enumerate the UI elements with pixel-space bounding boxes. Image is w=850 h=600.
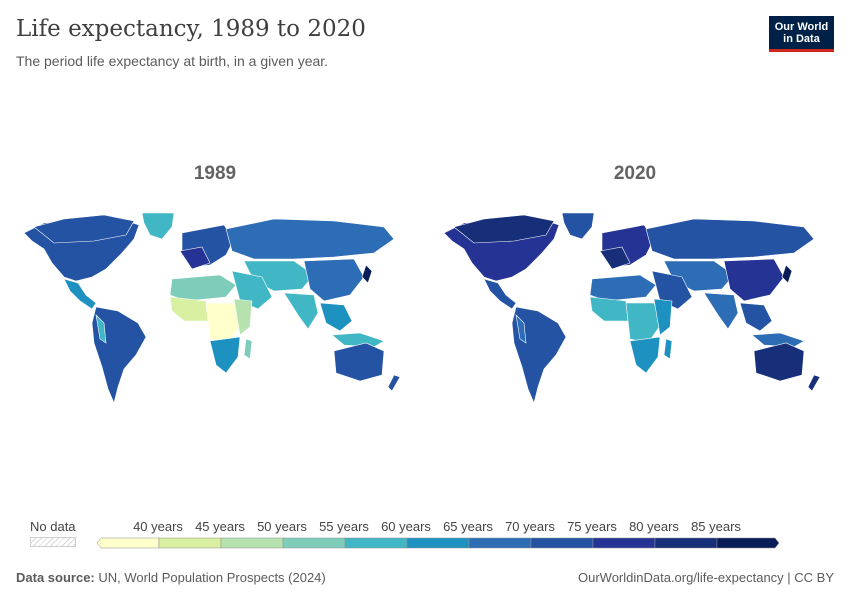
- logo-line-1: Our World: [774, 21, 829, 33]
- region-madagascar: [243, 338, 253, 360]
- region-south-asia: [703, 292, 739, 330]
- region-southern-africa: [209, 336, 241, 374]
- region-indonesia: [331, 332, 385, 348]
- legend-tick-label: 65 years: [443, 519, 493, 534]
- legend-swatch[interactable]: [530, 537, 594, 549]
- legend-swatch[interactable]: [344, 537, 408, 549]
- legend-tick-label: 85 years: [691, 519, 741, 534]
- region-russia: [645, 218, 815, 260]
- legend-swatch[interactable]: [406, 537, 470, 549]
- legend-tick-label: 70 years: [505, 519, 555, 534]
- region-east-africa: [653, 298, 673, 336]
- region-western-europe: [599, 246, 631, 270]
- region-southeast-asia: [739, 302, 773, 332]
- region-north-africa: [589, 274, 657, 302]
- legend-swatch[interactable]: [158, 537, 222, 549]
- region-middle-east: [651, 270, 693, 310]
- region-north-africa: [169, 274, 237, 302]
- world-map-1989[interactable]: [14, 205, 420, 410]
- legend-swatch[interactable]: [654, 537, 718, 549]
- region-greenland: [141, 212, 175, 240]
- region-canada-north: [33, 214, 135, 244]
- region-new-zealand: [807, 374, 821, 392]
- map-year-label-2020: 2020: [613, 163, 657, 184]
- region-central-america: [483, 278, 517, 310]
- region-south-america: [511, 306, 567, 404]
- legend-tick-label: 75 years: [567, 519, 617, 534]
- footer-url-link[interactable]: OurWorldinData.org/life-expectancy | CC …: [577, 570, 834, 585]
- legend-tick-label: 40 years: [133, 519, 183, 534]
- legend-tick-label: 50 years: [257, 519, 307, 534]
- legend-swatch[interactable]: [468, 537, 532, 549]
- region-china: [303, 258, 365, 302]
- region-canada-north: [453, 214, 555, 244]
- region-australia: [333, 342, 385, 382]
- region-central-africa: [205, 302, 243, 344]
- region-andes: [95, 314, 107, 344]
- legend-tick-label: 80 years: [629, 519, 679, 534]
- legend-no-data-swatch[interactable]: [30, 537, 76, 547]
- legend-tick-label: 55 years: [319, 519, 369, 534]
- region-central-america: [63, 278, 97, 310]
- legend-swatch[interactable]: [282, 537, 346, 549]
- chart-title: Life expectancy, 1989 to 2020: [16, 16, 366, 42]
- map-year-label-1989: 1989: [193, 163, 237, 184]
- region-greenland: [561, 212, 595, 240]
- region-middle-east: [231, 270, 273, 310]
- data-source-link[interactable]: UN, World Population Prospects (2024): [98, 570, 326, 585]
- legend-tick-label: 60 years: [381, 519, 431, 534]
- legend-swatch[interactable]: [97, 537, 160, 549]
- legend-no-data-label: No data: [30, 519, 76, 534]
- data-source-label: Data source:: [16, 570, 95, 585]
- region-west-africa: [589, 296, 629, 322]
- region-western-europe: [179, 246, 211, 270]
- legend-swatch[interactable]: [220, 537, 284, 549]
- data-source: Data source: UN, World Population Prospe…: [16, 570, 326, 585]
- region-china: [723, 258, 785, 302]
- chart-subtitle: The period life expectancy at birth, in …: [16, 53, 329, 69]
- region-japan: [361, 264, 373, 284]
- color-legend-bar[interactable]: [97, 536, 781, 550]
- region-russia: [225, 218, 395, 260]
- legend-swatch[interactable]: [716, 537, 780, 549]
- region-andes: [515, 314, 527, 344]
- logo-line-2: in Data: [783, 33, 820, 45]
- region-new-zealand: [387, 374, 401, 392]
- region-southern-africa: [629, 336, 661, 374]
- legend-tick-label: 45 years: [195, 519, 245, 534]
- region-australia: [753, 342, 805, 382]
- region-south-asia: [283, 292, 319, 330]
- region-madagascar: [663, 338, 673, 360]
- region-central-africa: [625, 302, 663, 344]
- region-south-america: [91, 306, 147, 404]
- region-indonesia: [751, 332, 805, 348]
- region-east-africa: [233, 298, 253, 336]
- region-japan: [781, 264, 793, 284]
- region-west-africa: [169, 296, 209, 322]
- region-southeast-asia: [319, 302, 353, 332]
- owid-logo[interactable]: Our World in Data: [769, 16, 834, 52]
- world-map-2020[interactable]: [434, 205, 840, 410]
- legend-swatch[interactable]: [592, 537, 656, 549]
